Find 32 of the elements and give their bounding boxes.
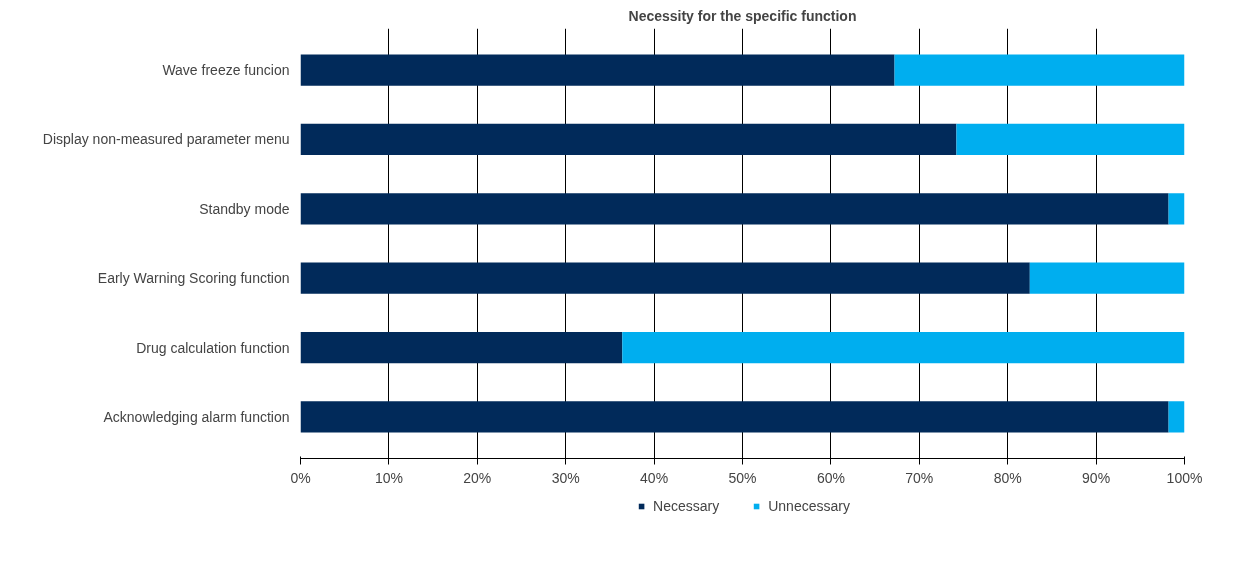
bar [300, 262, 1030, 294]
bar [300, 401, 1169, 433]
bar [300, 193, 1169, 225]
x-tick-label: 40% [640, 469, 669, 486]
x-tick-label: 10% [374, 469, 403, 486]
legend-label: Unnecessary [768, 498, 850, 514]
x-tick-label: 90% [1082, 469, 1111, 486]
x-tick-label: 70% [905, 469, 934, 486]
y-tick-label: Early Warning Scoring function [97, 270, 290, 287]
bar [894, 54, 1185, 86]
y-tick-label: Drug calculation function [136, 339, 290, 356]
chart-title: Necessity for the specific function [628, 7, 857, 24]
bar [956, 123, 1185, 156]
bar [1168, 193, 1185, 225]
x-tick-label: 0% [290, 469, 311, 486]
x-tick-label: 30% [551, 469, 580, 486]
x-tick-label: 20% [463, 469, 492, 486]
bar [300, 54, 895, 86]
legend-label: Necessary [653, 498, 720, 514]
y-tick-label: Display non-measured parameter menu [42, 131, 290, 148]
x-tick-label: 60% [816, 469, 845, 486]
bar [300, 331, 623, 364]
bar [1168, 401, 1185, 433]
bar [622, 331, 1185, 364]
x-tick-label: 50% [728, 469, 757, 486]
bar [1029, 262, 1185, 294]
bar [300, 123, 957, 156]
y-tick-label: Wave freeze funcion [162, 62, 290, 79]
y-tick-label: Acknowledging alarm function [103, 408, 290, 425]
y-tick-label: Standby mode [199, 200, 290, 217]
x-tick-label: 100% [1166, 469, 1203, 486]
x-tick-label: 80% [993, 469, 1022, 486]
